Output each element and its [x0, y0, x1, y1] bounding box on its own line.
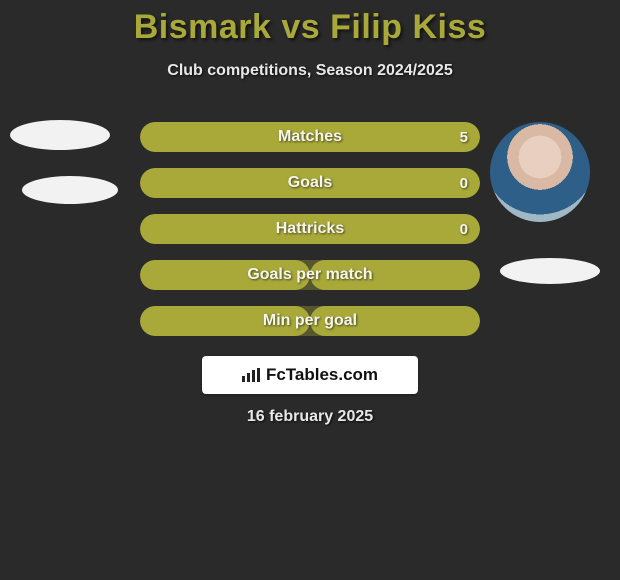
stat-label: Matches [140, 122, 480, 152]
player-right-placeholder [500, 258, 600, 284]
page-subtitle: Club competitions, Season 2024/2025 [0, 62, 620, 80]
page-title: Bismark vs Filip Kiss [0, 8, 620, 47]
stat-row-goals: Goals 0 [140, 168, 480, 198]
stats-bars: Matches 5 Goals 0 Hattricks 0 Goals per … [140, 122, 480, 352]
stat-row-hattricks: Hattricks 0 [140, 214, 480, 244]
stat-label: Goals per match [140, 260, 480, 290]
stat-row-min-per-goal: Min per goal [140, 306, 480, 336]
stat-value-right: 0 [460, 168, 468, 198]
stat-label: Min per goal [140, 306, 480, 336]
player-left-placeholder-1 [10, 120, 110, 150]
stat-row-matches: Matches 5 [140, 122, 480, 152]
stat-value-right: 5 [460, 122, 468, 152]
player-left-placeholder-2 [22, 176, 118, 204]
stat-label: Hattricks [140, 214, 480, 244]
player-right-avatar [490, 122, 590, 222]
brand-badge: FcTables.com [202, 356, 418, 394]
brand-text: FcTables.com [266, 365, 378, 385]
stat-value-right: 0 [460, 214, 468, 244]
footer-date: 16 february 2025 [0, 408, 620, 426]
bar-chart-icon [242, 368, 260, 382]
stat-label: Goals [140, 168, 480, 198]
stat-row-goals-per-match: Goals per match [140, 260, 480, 290]
